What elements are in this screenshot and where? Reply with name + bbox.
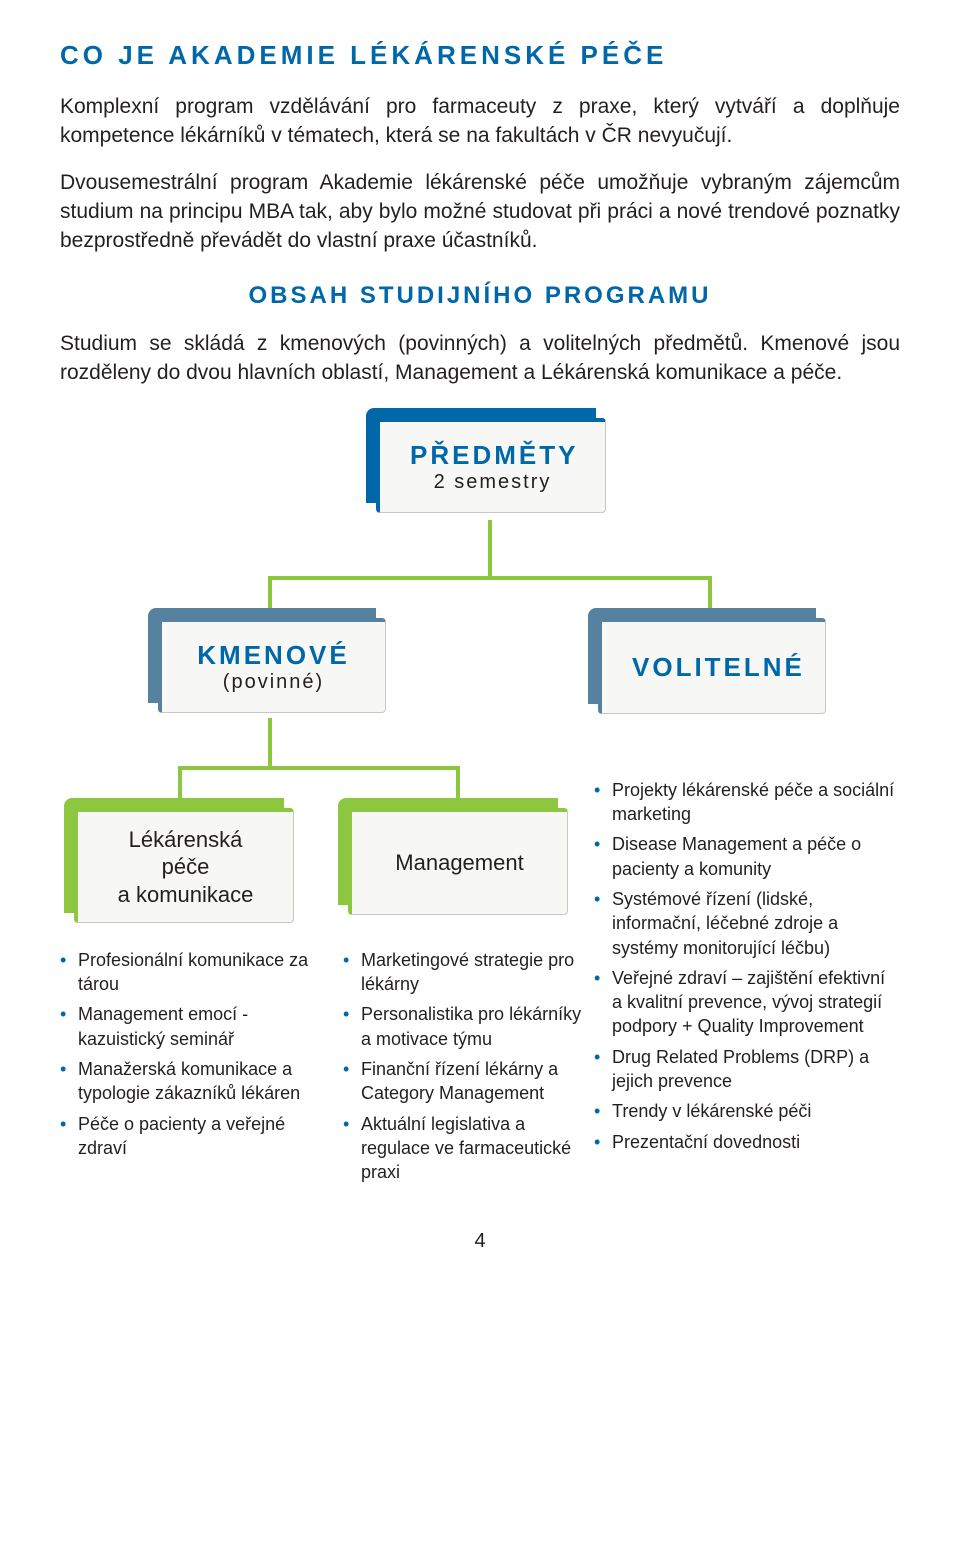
list-item: Management emocí - kazuistický seminář [60,1002,315,1051]
node-lekarenska-body: Lékárenská péče a komunikace [74,808,294,924]
node-root-sub: 2 semestry [410,471,575,494]
list-lekarenska: Profesionální komunikace za tárou Managem… [60,948,315,1191]
list-item: Profesionální komunikace za tárou [60,948,315,997]
intro-paragraph-2: Dvousemestrální program Akademie lékáren… [60,169,900,256]
node-volitelne-body: VOLITELNÉ [598,618,826,714]
list-management: Marketingové strategie pro lékárny Person… [343,948,593,1191]
node-management: Management [348,808,568,915]
program-structure-diagram: PŘEDMĚTY 2 semestry KMENOVÉ (povinné) VO… [60,408,900,1038]
list-item: Drug Related Problems (DRP) a jejich pre… [594,1045,896,1094]
node-kmenove-body: KMENOVÉ (povinné) [158,618,386,713]
intro-paragraph-3: Studium se skládá z kmenových (povinných… [60,330,900,388]
page-heading-1: CO JE AKADEMIE LÉKÁRENSKÉ PÉČE [60,40,900,71]
list-item: Veřejné zdraví – zajištění efektivní a k… [594,966,896,1039]
node-root: PŘEDMĚTY 2 semestry [376,418,606,513]
intro-paragraph-1: Komplexní program vzdělávání pro farmace… [60,93,900,151]
node-volitelne: VOLITELNÉ [598,618,826,714]
node-root-title: PŘEDMĚTY [410,440,575,471]
page-heading-2: OBSAH STUDIJNÍHO PROGRAMU [60,282,900,310]
list-item: Disease Management a péče o pacienty a k… [594,832,896,881]
list-item: Manažerská komunikace a typologie zákazn… [60,1057,315,1106]
list-item: Péče o pacienty a veřejné zdraví [60,1112,315,1161]
connector [268,576,712,580]
list-item: Aktuální legislativa a regulace ve farma… [343,1112,593,1185]
list-lekarenska-ul: Profesionální komunikace za tárou Managem… [60,948,315,1160]
list-item: Systémové řízení (lidské, informační, lé… [594,887,896,960]
list-item: Trendy v lékárenské péči [594,1099,896,1123]
connector [268,718,272,768]
node-lekarenska-title: Lékárenská péče a komunikace [96,826,275,909]
list-item: Personalistika pro lékárníky a motivace … [343,1002,593,1051]
node-kmenove-sub: (povinné) [192,671,355,694]
list-item: Marketingové strategie pro lékárny [343,948,593,997]
node-root-body: PŘEDMĚTY 2 semestry [376,418,606,513]
list-item: Projekty lékárenské péče a sociální mark… [594,778,896,827]
list-item: Prezentační dovednosti [594,1130,896,1154]
connector [178,766,460,770]
list-management-ul: Marketingové strategie pro lékárny Person… [343,948,593,1185]
list-volitelne-ul: Projekty lékárenské péče a sociální mark… [594,778,896,1154]
node-kmenove-title: KMENOVÉ [192,640,355,671]
node-volitelne-title: VOLITELNÉ [632,652,795,683]
node-management-title: Management [370,850,549,876]
list-item: Finanční řízení lékárny a Category Manag… [343,1057,593,1106]
node-management-body: Management [348,808,568,915]
page-number: 4 [60,1230,900,1253]
connector [488,520,492,578]
list-volitelne: Projekty lékárenské péče a sociální mark… [594,778,896,1160]
node-kmenove: KMENOVÉ (povinné) [158,618,386,713]
node-lekarenska: Lékárenská péče a komunikace [74,808,294,924]
